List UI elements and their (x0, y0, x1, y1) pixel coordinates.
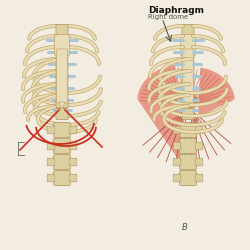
FancyBboxPatch shape (54, 170, 70, 186)
FancyBboxPatch shape (182, 49, 194, 103)
FancyBboxPatch shape (54, 34, 70, 56)
FancyBboxPatch shape (173, 174, 181, 182)
FancyBboxPatch shape (173, 126, 181, 134)
FancyBboxPatch shape (195, 158, 203, 166)
FancyBboxPatch shape (56, 60, 68, 72)
Text: Right dome: Right dome (148, 14, 188, 20)
FancyBboxPatch shape (56, 72, 68, 84)
FancyBboxPatch shape (47, 158, 55, 166)
FancyBboxPatch shape (56, 84, 68, 96)
FancyBboxPatch shape (182, 60, 194, 72)
FancyBboxPatch shape (54, 122, 70, 138)
Text: Diaphragm: Diaphragm (148, 6, 204, 15)
FancyBboxPatch shape (173, 142, 181, 150)
FancyBboxPatch shape (182, 108, 194, 120)
FancyBboxPatch shape (54, 138, 70, 154)
FancyBboxPatch shape (182, 84, 194, 96)
PathPatch shape (137, 64, 183, 162)
FancyBboxPatch shape (180, 138, 196, 154)
FancyBboxPatch shape (195, 174, 203, 182)
FancyBboxPatch shape (173, 158, 181, 166)
Ellipse shape (177, 94, 199, 110)
FancyBboxPatch shape (56, 108, 68, 120)
FancyBboxPatch shape (182, 24, 194, 36)
FancyBboxPatch shape (47, 174, 55, 182)
FancyBboxPatch shape (195, 126, 203, 134)
FancyBboxPatch shape (56, 48, 68, 60)
FancyBboxPatch shape (182, 48, 194, 60)
FancyBboxPatch shape (180, 34, 196, 56)
FancyBboxPatch shape (69, 142, 77, 150)
FancyBboxPatch shape (69, 158, 77, 166)
FancyBboxPatch shape (195, 142, 203, 150)
Text: B: B (182, 223, 188, 232)
FancyBboxPatch shape (47, 126, 55, 134)
FancyBboxPatch shape (180, 170, 196, 186)
FancyBboxPatch shape (182, 72, 194, 84)
FancyBboxPatch shape (69, 126, 77, 134)
PathPatch shape (185, 102, 191, 110)
PathPatch shape (193, 68, 235, 162)
FancyBboxPatch shape (56, 36, 68, 48)
FancyBboxPatch shape (182, 96, 194, 108)
FancyBboxPatch shape (54, 154, 70, 170)
FancyBboxPatch shape (47, 142, 55, 150)
FancyBboxPatch shape (182, 36, 194, 48)
FancyBboxPatch shape (180, 154, 196, 170)
FancyBboxPatch shape (56, 49, 68, 103)
FancyBboxPatch shape (56, 24, 68, 36)
FancyBboxPatch shape (56, 96, 68, 108)
FancyBboxPatch shape (180, 122, 196, 138)
PathPatch shape (59, 102, 65, 110)
FancyBboxPatch shape (69, 174, 77, 182)
